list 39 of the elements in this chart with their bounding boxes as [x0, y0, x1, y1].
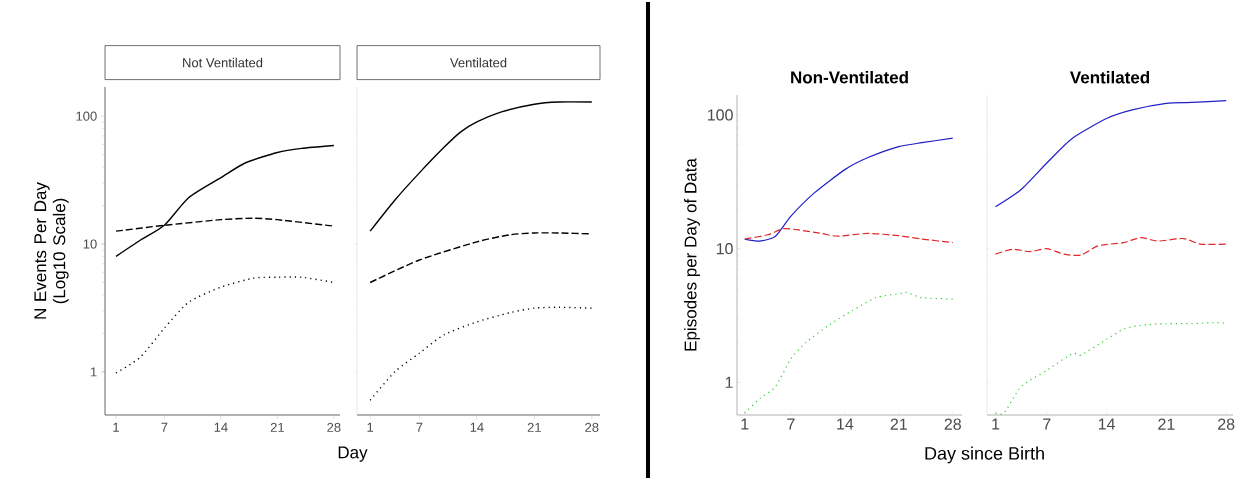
x-tick-label: 28	[327, 422, 341, 432]
y-axis-title: Episodes per Day of Data	[684, 158, 700, 351]
y-tick-label: 1	[725, 376, 733, 388]
x-tick-label: 21	[1158, 418, 1175, 430]
y-tick-label: 100	[708, 109, 733, 121]
x-tick-label: 1	[113, 422, 119, 432]
x-tick-label: 7	[161, 422, 168, 432]
x-tick-label: 28	[1218, 418, 1235, 430]
y-tick-label: 1	[90, 367, 97, 377]
chart-title: Not Ventilated	[183, 57, 263, 68]
x-tick-label: 1	[367, 422, 374, 432]
x-tick-label: 7	[1043, 418, 1051, 430]
x-tick-label: 14	[470, 422, 484, 432]
y-axis-title: N Events Per Day (Log10 Scale)	[34, 182, 69, 319]
x-tick-label: 14	[214, 422, 228, 432]
x-tick-label: 21	[890, 418, 907, 430]
chart-title: Non-Ventilated	[791, 70, 908, 84]
x-tick-label: 21	[270, 422, 284, 432]
line-series	[744, 291, 954, 414]
line-series	[115, 276, 335, 374]
x-axis-title: Day since Birth	[925, 446, 1044, 464]
chart-title: Ventilated	[1069, 70, 1150, 84]
line-series	[744, 137, 954, 242]
y-tick-label: 10	[83, 239, 97, 249]
x-axis-title: Day	[338, 446, 368, 462]
chart-title: Ventilated	[450, 57, 507, 68]
x-tick-label: 1	[741, 418, 749, 430]
x-tick-label: 1	[992, 418, 1000, 430]
y-tick-label: 10	[716, 242, 733, 255]
x-tick-label: 7	[416, 422, 423, 432]
x-tick-label: 14	[1098, 418, 1116, 430]
x-tick-label: 7	[787, 418, 795, 430]
x-tick-label: 28	[944, 418, 961, 430]
x-tick-label: 14	[837, 418, 854, 430]
x-tick-label: 21	[527, 422, 541, 432]
y-tick-label: 100	[76, 111, 97, 121]
line-series	[115, 144, 335, 258]
line-series	[744, 227, 954, 244]
x-tick-label: 28	[585, 422, 599, 432]
